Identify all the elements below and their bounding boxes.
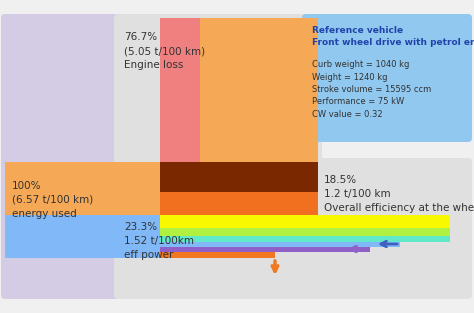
Bar	[160, 236, 450, 242]
Text: Curb weight = 1040 kg
Weight = 1240 kg
Stroke volume = 15595 ccm
Performance = 7: Curb weight = 1040 kg Weight = 1240 kg S…	[312, 60, 431, 119]
FancyBboxPatch shape	[1, 14, 124, 299]
Bar	[160, 252, 275, 258]
Bar	[160, 162, 318, 192]
Bar	[160, 242, 400, 247]
Bar	[160, 192, 318, 215]
FancyBboxPatch shape	[114, 14, 322, 166]
Text: 100%
(6.57 t/100 km)
energy used: 100% (6.57 t/100 km) energy used	[12, 181, 93, 219]
FancyBboxPatch shape	[314, 158, 472, 299]
FancyBboxPatch shape	[302, 14, 472, 142]
Bar	[160, 228, 450, 236]
Text: 23.3%
1.52 t/100km
eff power: 23.3% 1.52 t/100km eff power	[124, 222, 194, 260]
Text: Reference vehicle
Front wheel drive with petrol engine: Reference vehicle Front wheel drive with…	[312, 26, 474, 47]
Text: 76.7%
(5.05 t/100 km)
Engine loss: 76.7% (5.05 t/100 km) Engine loss	[124, 32, 205, 70]
FancyBboxPatch shape	[114, 211, 322, 299]
Bar	[5, 215, 160, 258]
Bar	[160, 215, 450, 228]
Bar	[160, 18, 318, 162]
Bar	[160, 247, 370, 252]
Bar	[160, 18, 200, 162]
Bar	[5, 162, 160, 215]
Text: 18.5%
1.2 t/100 km
Overall efficiency at the wheel: 18.5% 1.2 t/100 km Overall efficiency at…	[324, 175, 474, 213]
